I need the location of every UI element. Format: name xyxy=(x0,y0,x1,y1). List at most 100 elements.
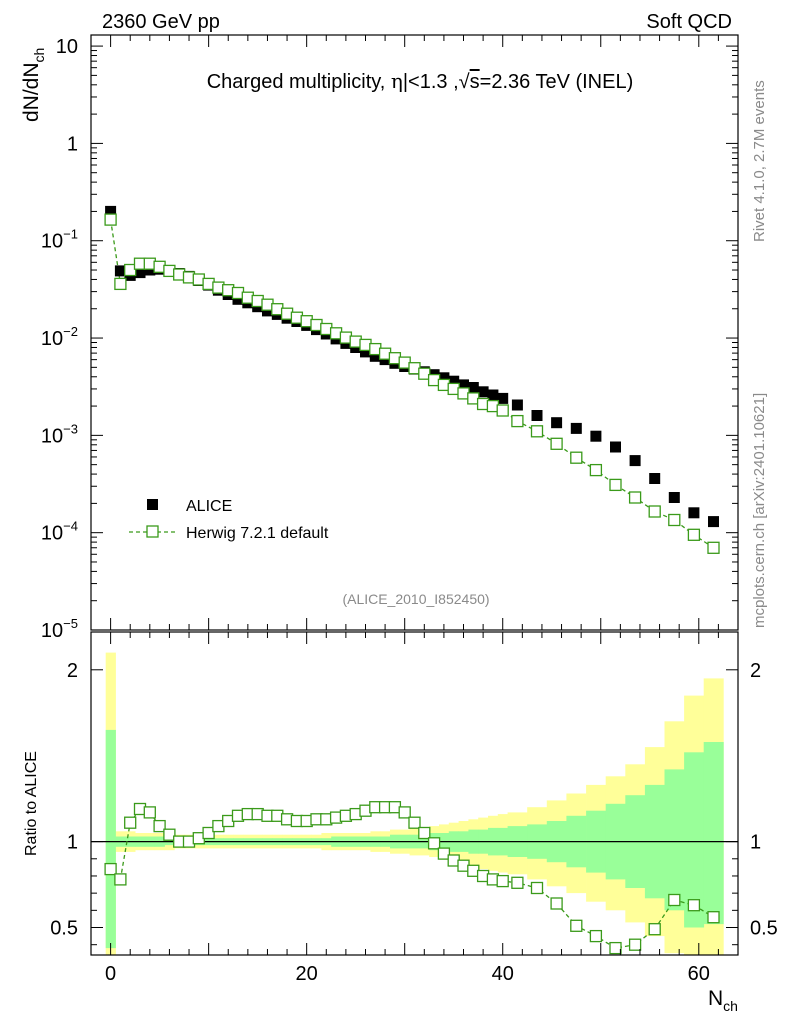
herwig-ratio-point xyxy=(143,806,156,819)
alice-point xyxy=(438,372,450,384)
herwig-point xyxy=(496,404,509,417)
herwig-ratio-point xyxy=(570,919,583,932)
herwig-point xyxy=(418,367,431,380)
herwig-ratio-point xyxy=(496,874,509,888)
legend-alice-marker xyxy=(147,499,158,510)
legend-herwig-marker xyxy=(146,525,159,538)
ratio-band-inner xyxy=(684,752,705,928)
herwig-point xyxy=(687,528,701,541)
main-ytick-label-exp: −4 xyxy=(63,519,78,534)
alice-point xyxy=(144,264,156,276)
ratio-band-inner xyxy=(703,742,724,925)
herwig-ratio-point xyxy=(163,828,176,841)
main-title-post: =2.36 TeV (INEL) xyxy=(480,71,634,93)
main-ytick-label-exp: −3 xyxy=(63,421,78,436)
legend-alice-label: ALICE xyxy=(186,498,232,515)
main-ytick-label-base: 10 xyxy=(41,328,63,350)
main-plot-area xyxy=(104,205,720,554)
main-ytick-label: 10−4 xyxy=(41,519,78,545)
legend: ALICE Herwig 7.2.1 default xyxy=(129,498,329,542)
herwig-point xyxy=(668,513,681,527)
main-ytick-label-base: 10 xyxy=(41,523,63,545)
ratio-xlabel: Nch xyxy=(708,987,738,1014)
herwig-point xyxy=(104,213,117,226)
herwig-point xyxy=(124,263,137,277)
main-ytick-label: 1 xyxy=(67,133,78,155)
herwig-ratio-point xyxy=(609,941,622,955)
header-right: Soft QCD xyxy=(646,11,732,33)
main-ylabel-base: dN/dN xyxy=(20,62,43,122)
alice-point xyxy=(134,267,146,279)
header-left: 2360 GeV pp xyxy=(102,11,220,33)
herwig-ratio-point xyxy=(202,826,215,840)
main-ytick-label-exp: −5 xyxy=(63,616,78,631)
herwig-ratio-point xyxy=(124,816,137,829)
alice-point xyxy=(467,382,479,393)
alice-point xyxy=(262,305,273,317)
herwig-ratio-point xyxy=(427,837,441,850)
alice-point xyxy=(232,293,244,305)
herwig-ratio-point xyxy=(668,893,681,907)
herwig-ratio-point xyxy=(418,826,431,840)
herwig-ratio-point xyxy=(628,938,642,951)
alice-point xyxy=(487,389,499,401)
herwig-point xyxy=(550,437,563,450)
main-ytick-label: 10−1 xyxy=(41,227,78,253)
main-ytick-label-base: 10 xyxy=(41,231,63,253)
herwig-point xyxy=(530,425,544,438)
main-ytick-label: 10−5 xyxy=(41,616,78,642)
alice-point xyxy=(497,392,509,404)
herwig-point xyxy=(570,451,583,464)
ratio-xlabel-sub: ch xyxy=(723,998,738,1014)
analysis-tag: (ALICE_2010_I852450) xyxy=(342,591,489,607)
ratio-axis-ticks: 0.5 0.51 12 20 20 40 60 xyxy=(50,632,778,985)
herwig-ratio-point xyxy=(408,816,421,829)
herwig-point xyxy=(707,541,720,554)
main-title-sqrt: √ xyxy=(459,71,470,93)
ratio-xtick-label: 0 xyxy=(105,963,116,985)
side-label-rivet: Rivet 4.1.0, 2.7M events xyxy=(751,80,768,242)
alice-point xyxy=(369,350,381,362)
alice-point xyxy=(570,422,582,434)
ratio-ytick-label: 0.5 xyxy=(50,918,78,940)
alice-point xyxy=(458,379,469,391)
herwig-ratio-point xyxy=(530,881,544,895)
alice-point xyxy=(629,455,641,467)
herwig-point xyxy=(609,478,622,492)
alice-point xyxy=(668,492,680,503)
herwig-point xyxy=(114,277,127,291)
main-ytick-label-exp: −2 xyxy=(63,324,78,339)
ratio-band-inner xyxy=(664,769,685,911)
alice-point xyxy=(590,430,602,442)
ratio-plot-area xyxy=(91,801,738,955)
herwig-ratio-point xyxy=(114,873,127,886)
alice-point xyxy=(360,346,371,358)
side-label-mcplots: mcplots.cern.ch [arXiv:2401.10621] xyxy=(751,393,768,628)
herwig-point xyxy=(589,463,603,477)
herwig-ratio-point xyxy=(648,923,661,936)
herwig-point xyxy=(511,414,524,428)
main-ytick-label: 10−2 xyxy=(41,324,78,350)
alice-point xyxy=(511,399,523,411)
main-ylabel-sub: ch xyxy=(31,48,47,63)
alice-point xyxy=(477,386,489,398)
herwig-ratio-point xyxy=(589,929,603,943)
main-title-eta: η xyxy=(391,69,403,93)
herwig-point xyxy=(628,491,642,504)
alice-point xyxy=(448,375,460,387)
herwig-ratio-point xyxy=(153,819,166,833)
ratio-ylabel: Ratio to ALICE xyxy=(23,751,40,856)
main-ytick-label-exp: −1 xyxy=(63,227,78,242)
herwig-ratio-point xyxy=(398,806,411,819)
herwig-ratio-point xyxy=(104,862,117,876)
alice-point xyxy=(610,441,621,453)
ratio-ytick-label: 1 xyxy=(67,832,78,854)
alice-point xyxy=(688,507,700,519)
ratio-xtick-label: 40 xyxy=(492,963,514,985)
ratio-uncertainty-bands xyxy=(105,652,724,955)
herwig-ratio-point xyxy=(687,899,701,912)
ratio-ytick-label-right: 2 xyxy=(750,660,761,682)
ratio-xlabel-base: N xyxy=(708,987,723,1010)
